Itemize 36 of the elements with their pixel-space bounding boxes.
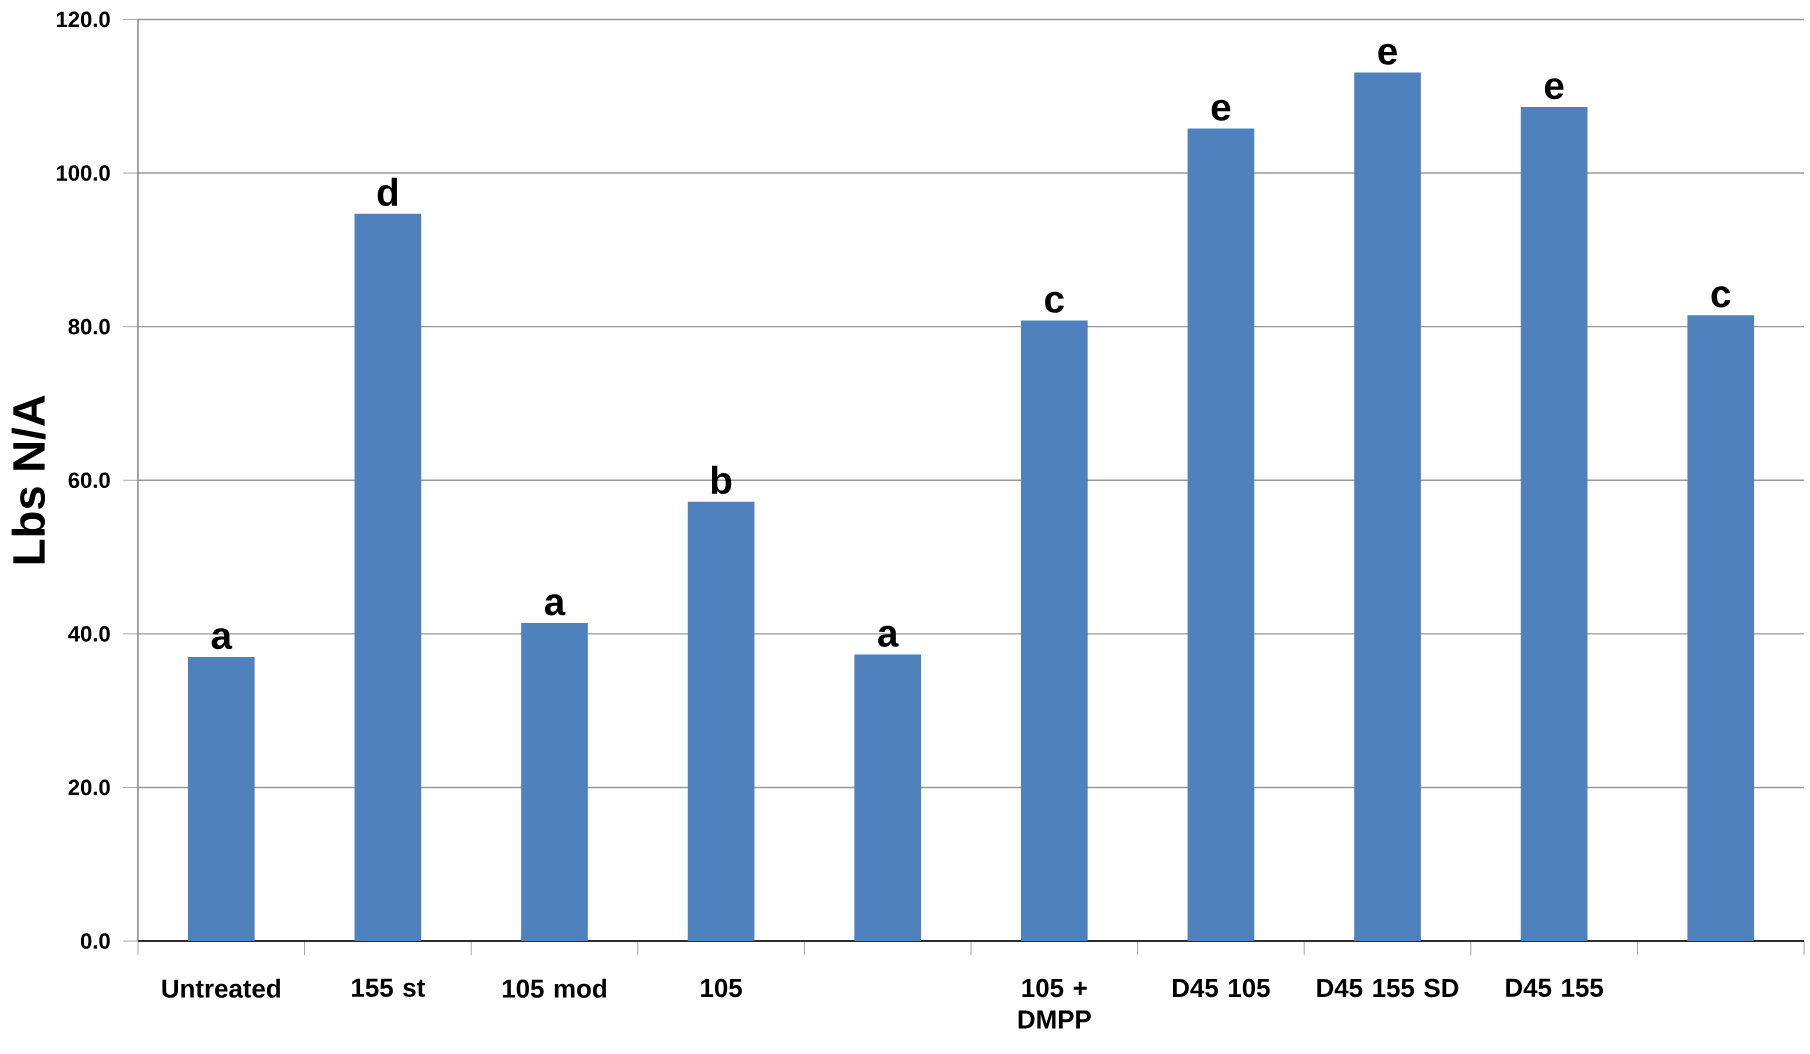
data-label: b: [711, 466, 732, 495]
bar: [687, 501, 755, 942]
x-tick-label: 155 st: [352, 979, 425, 998]
bar: [1020, 320, 1088, 942]
bar: [1187, 128, 1255, 942]
y-tick-label: 0.0: [80, 933, 110, 950]
bar: [521, 623, 588, 942]
x-tick-label: D45 105: [1173, 979, 1270, 998]
y-tick-label: 100.0: [56, 165, 110, 182]
bar: [1354, 72, 1421, 942]
bar: [1687, 315, 1755, 942]
x-tick-label: 105 + DMPP: [1018, 979, 1091, 1029]
data-label: a: [544, 594, 566, 616]
x-tick-label: D45 155 SD: [1317, 979, 1459, 998]
data-label: a: [211, 628, 233, 650]
bar: [854, 654, 922, 942]
data-label: c: [1711, 286, 1731, 308]
x-tick-label: D45 155: [1506, 979, 1604, 998]
x-tick-label: Untreated: [162, 979, 280, 999]
bar: [187, 657, 255, 942]
x-tick-label: 105 mod: [502, 979, 606, 999]
data-label: e: [1544, 78, 1564, 100]
data-label: a: [878, 626, 899, 648]
y-tick-label: 80.0: [68, 319, 110, 335]
data-label: e: [1211, 99, 1231, 122]
y-tick-label: 20.0: [68, 779, 110, 796]
data-label: e: [1378, 43, 1397, 65]
y-tick-label: 120.0: [56, 11, 110, 28]
data-label: d: [377, 178, 398, 207]
y-tick-label: 60.0: [68, 472, 110, 489]
data-label: c: [1045, 291, 1064, 314]
x-tick-label: 105: [701, 979, 742, 998]
y-tick-label: 40.0: [68, 626, 110, 642]
bar: [354, 213, 422, 942]
bar: [1520, 107, 1588, 942]
y-axis-title: Lbs N/A: [11, 395, 46, 564]
